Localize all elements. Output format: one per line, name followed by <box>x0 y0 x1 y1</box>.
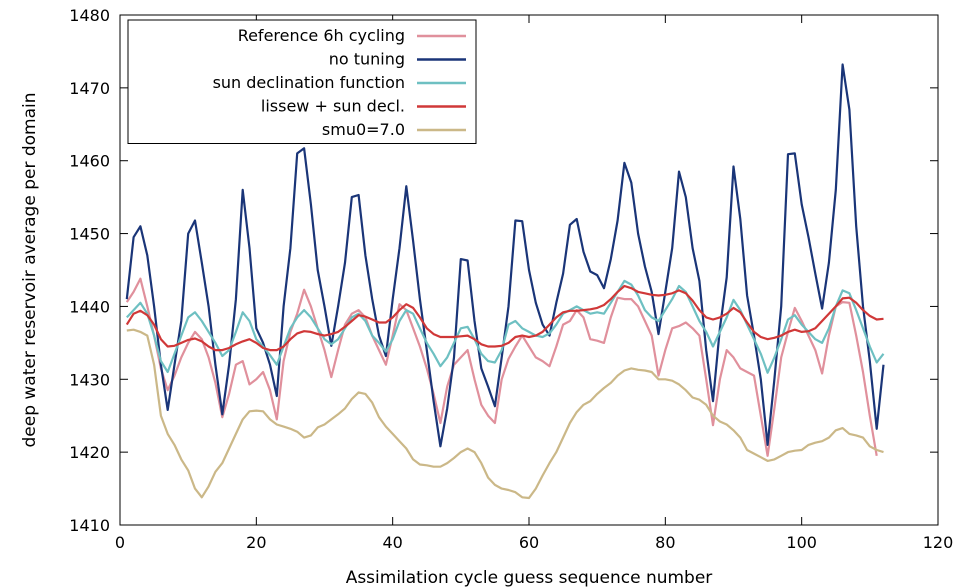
y-tick-label: 1410 <box>69 516 110 535</box>
series-line-1 <box>125 277 878 457</box>
x-tick-label: 20 <box>246 533 266 552</box>
legend-label: smu0=7.0 <box>322 120 405 139</box>
y-tick-label: 1420 <box>69 443 110 462</box>
legend: Reference 6h cycling no tuning sun declina… <box>127 19 477 144</box>
y-tick-label: 1460 <box>69 152 110 171</box>
axis-ticks: 0 20 40 60 80 100 120 1410 1420 1430 1440 1450 1460 1… <box>69 6 953 552</box>
legend-label: sun declination function <box>213 73 405 92</box>
x-tick-label: 0 <box>115 533 125 552</box>
y-tick-label: 1440 <box>69 297 110 316</box>
x-tick-label: 40 <box>382 533 402 552</box>
x-tick-label: 80 <box>655 533 675 552</box>
y-axis-title: deep water reservoir average per domain <box>20 92 40 447</box>
y-tick-label: 1450 <box>69 225 110 244</box>
series-line-3 <box>125 279 885 374</box>
y-tick-label: 1470 <box>69 79 110 98</box>
y-tick-label: 1430 <box>69 370 110 389</box>
series-line-5 <box>126 328 884 500</box>
legend-label: lissew + sun decl. <box>261 97 405 116</box>
legend-label: Reference 6h cycling <box>238 26 405 45</box>
x-axis-title: Assimilation cycle guess sequence number <box>346 568 713 587</box>
series-line-4 <box>125 284 884 352</box>
series-layer <box>125 63 885 500</box>
x-tick-label: 60 <box>519 533 539 552</box>
x-tick-label: 100 <box>786 533 817 552</box>
y-tick-label: 1480 <box>69 6 110 25</box>
x-tick-label: 120 <box>923 533 954 552</box>
series-line-2 <box>125 63 885 448</box>
legend-label: no tuning <box>329 50 405 69</box>
